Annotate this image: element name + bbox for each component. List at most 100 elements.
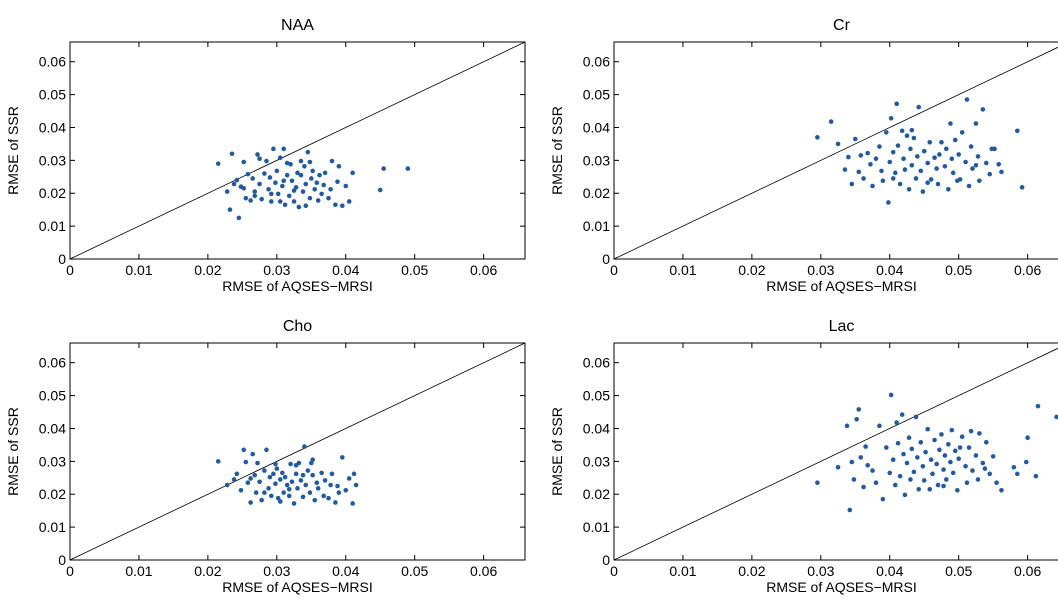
data-point xyxy=(215,161,221,166)
data-point xyxy=(980,107,986,112)
data-point xyxy=(343,487,349,493)
data-point xyxy=(275,191,281,197)
data-point xyxy=(1054,414,1058,420)
data-point xyxy=(346,199,352,204)
data-point xyxy=(963,463,968,469)
data-point xyxy=(293,185,299,190)
data-point xyxy=(897,473,903,479)
data-point xyxy=(927,139,933,145)
x-tick-label: 0 xyxy=(610,563,618,579)
data-point xyxy=(928,457,934,463)
data-point xyxy=(271,471,276,477)
data-point xyxy=(343,183,349,189)
data-point xyxy=(879,168,884,174)
data-point xyxy=(350,170,355,176)
data-point xyxy=(308,176,314,181)
data-point xyxy=(277,155,283,161)
data-point xyxy=(996,162,1001,167)
data-point xyxy=(314,180,320,186)
data-point xyxy=(250,451,255,457)
data-point xyxy=(231,181,237,187)
y-tick-label: 0.05 xyxy=(39,388,66,404)
x-tick-label: 0.01 xyxy=(669,563,696,579)
data-point xyxy=(300,472,306,478)
data-point xyxy=(975,477,981,482)
data-point xyxy=(904,460,910,466)
x-tick-label: 0.05 xyxy=(401,262,428,278)
data-point xyxy=(983,439,989,445)
data-point xyxy=(291,188,297,193)
data-point xyxy=(405,166,411,171)
data-point xyxy=(291,199,297,204)
x-tick-label: 0.06 xyxy=(470,563,497,579)
data-point xyxy=(346,476,352,481)
data-point xyxy=(305,468,311,473)
data-point xyxy=(964,480,970,486)
data-point xyxy=(288,162,293,167)
data-point xyxy=(274,168,280,174)
data-point xyxy=(303,482,309,488)
data-point xyxy=(858,455,864,460)
data-point xyxy=(298,158,304,164)
data-point xyxy=(262,171,267,176)
data-point xyxy=(241,447,247,453)
y-tick-label: 0.06 xyxy=(583,54,610,70)
x-tick-label: 0.06 xyxy=(1014,262,1041,278)
data-point xyxy=(250,176,255,181)
axes-box xyxy=(69,41,526,260)
data-point xyxy=(310,472,315,478)
data-point xyxy=(269,199,274,204)
data-point xyxy=(909,127,915,133)
data-point xyxy=(315,486,321,491)
data-point xyxy=(906,435,912,440)
data-point xyxy=(925,160,930,166)
data-point xyxy=(849,459,855,465)
data-point xyxy=(999,487,1004,493)
data-point xyxy=(266,486,271,491)
data-point xyxy=(286,493,292,499)
x-tick-label: 0 xyxy=(610,262,618,278)
data-point xyxy=(305,149,311,155)
data-point xyxy=(908,146,913,152)
y-tick-label: 0.02 xyxy=(583,185,610,201)
data-point xyxy=(307,159,313,165)
data-point xyxy=(918,168,924,174)
data-point xyxy=(312,186,318,192)
data-point xyxy=(231,477,237,482)
data-point xyxy=(282,474,288,480)
data-point xyxy=(298,478,304,483)
y-tick-label: 0.01 xyxy=(583,519,610,535)
chart-title: Cr xyxy=(833,17,851,34)
data-point xyxy=(948,459,953,465)
x-tick-label: 0.02 xyxy=(738,262,765,278)
data-point xyxy=(870,468,875,473)
y-tick-label: 0.03 xyxy=(39,453,66,469)
data-point xyxy=(861,176,866,181)
data-point xyxy=(901,156,906,162)
x-tick-label: 0.01 xyxy=(125,563,152,579)
data-point xyxy=(1014,128,1020,134)
data-point xyxy=(949,427,955,433)
data-point xyxy=(888,392,894,398)
data-point xyxy=(298,172,304,178)
data-point xyxy=(243,195,249,201)
data-point xyxy=(842,167,848,172)
data-point xyxy=(336,490,342,495)
data-point xyxy=(856,407,862,412)
data-point xyxy=(293,463,299,468)
data-point xyxy=(300,189,306,194)
data-point xyxy=(977,431,982,436)
data-point xyxy=(902,492,908,498)
data-point xyxy=(255,152,260,157)
data-point xyxy=(1025,435,1030,440)
data-point xyxy=(909,162,915,168)
data-point xyxy=(923,449,928,455)
data-point xyxy=(943,146,949,152)
data-point xyxy=(897,181,903,187)
data-point xyxy=(335,483,340,489)
data-point xyxy=(852,136,858,142)
data-point xyxy=(921,148,927,154)
data-point xyxy=(957,177,963,182)
data-point xyxy=(1014,471,1020,477)
data-point xyxy=(911,469,917,475)
